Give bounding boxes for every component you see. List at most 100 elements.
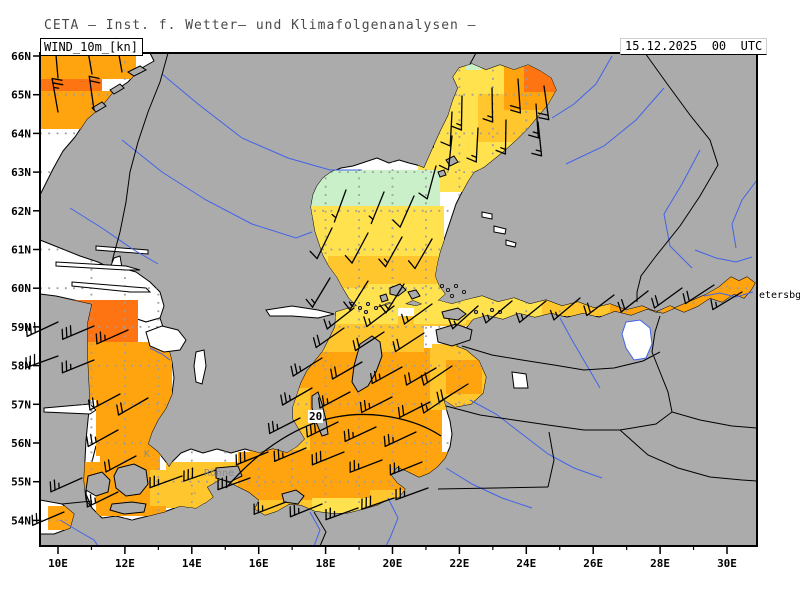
wind-barb [481,300,513,324]
barb-shaft [475,127,479,163]
wind-barb [448,305,479,330]
barb-full-feather [438,164,450,171]
lake [265,305,335,319]
barb-full-feather [305,298,314,308]
country-border [461,345,661,371]
barb-shaft [385,283,405,314]
wind-barb [495,119,507,155]
barb-shaft [361,396,393,414]
barb-shaft [183,469,217,482]
barb-full-feather [586,302,592,314]
barb-full-feather [52,82,64,86]
barb-shaft [452,305,479,330]
wind-barb [330,361,363,380]
wind-barb [389,461,423,476]
wind-barb [392,195,415,228]
barb-full-feather [89,494,93,506]
wind-barb [311,450,345,466]
island [407,289,421,300]
wind-barb [217,475,251,491]
wind-barb [482,87,494,123]
lon-tick-label: 14E [182,557,202,570]
river [694,249,753,263]
wind-barb [359,396,393,414]
city-label-partial: K [144,449,151,460]
wind-barb [289,503,323,518]
barb-full-feather [294,363,298,375]
barb-shaft [292,357,323,377]
barb-full-feather [528,134,540,139]
wind-barb [280,387,313,406]
wind-barb [95,329,129,345]
river [663,149,701,269]
wind-barb [420,365,453,386]
lake [71,281,152,293]
lake [493,225,507,235]
barb-full-feather [359,401,363,414]
barb-shaft [315,327,345,349]
barb-full-feather [682,293,687,305]
lon-tick-label: 30E [717,557,737,570]
barb-half-feather [328,320,332,327]
axes-layer: 66N 65N 64N 63N 62N 61N 60N 59N 58N 57N 56N 55N 54N 1… [11,50,737,570]
lat-tick-label: 63N [11,166,31,179]
barb-half-feather [94,497,97,504]
barb-full-feather [103,461,107,473]
isotach-contour [225,413,442,489]
barb-full-feather [466,157,477,163]
barb-half-feather [299,365,302,372]
barb-full-feather [537,112,549,116]
barb-shaft [311,451,345,466]
river [559,317,601,389]
barb-full-feather [29,323,32,336]
barb-shaft [88,75,95,111]
lat-tick-label: 54N [11,514,31,527]
wind-barb [103,455,137,473]
wind-barb [418,165,437,200]
barb-shaft [620,290,649,313]
barb-full-feather [89,433,93,445]
barb-full-feather [309,424,313,436]
barb-full-feather [378,258,387,268]
variable-label-box: WIND_10m_[kn] [40,38,143,56]
islet [473,309,478,314]
barb-full-feather [383,435,386,448]
barb-shaft [517,78,522,114]
barb-full-feather [49,481,52,493]
islet [373,305,378,310]
barb-full-feather [330,368,334,380]
lake [505,239,517,248]
barb-half-feather [500,147,507,151]
lat-tick-label: 57N [11,398,31,411]
wind-barb [383,431,417,448]
barb-full-feather [313,422,317,434]
lon-tick-label: 18E [316,557,336,570]
map-frame [39,52,758,547]
wind-barb [85,491,119,508]
islet [445,287,450,292]
island [91,101,107,113]
river [469,399,603,479]
wind-barb [361,495,395,510]
lake [145,325,187,353]
wind-barbs-layer [25,37,743,526]
barb-full-feather [107,459,111,471]
islet [489,307,494,312]
barb-full-feather [65,326,68,339]
barb-full-feather [25,325,28,338]
wind-barb [343,280,369,311]
barb-shaft [712,291,743,311]
barb-full-feather [317,397,321,409]
barb-full-feather [35,512,38,525]
barb-shaft [26,321,59,338]
barb-shaft [325,507,359,521]
wind-barb [349,459,383,473]
wind-barb [378,236,403,268]
barb-shaft [653,287,683,309]
wind-barb [531,121,543,157]
wind-barb [25,353,59,369]
barb-full-feather [436,391,440,403]
barb-shaft [235,451,269,466]
barb-full-feather [538,116,550,121]
